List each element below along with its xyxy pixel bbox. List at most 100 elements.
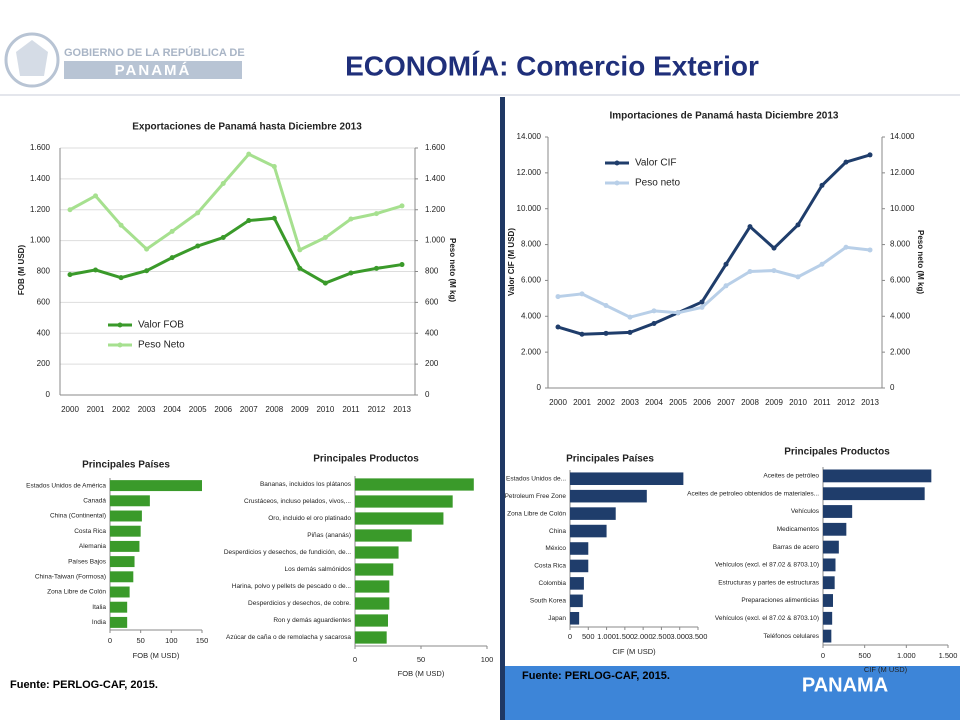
logo-box <box>64 61 242 79</box>
y-tick-label: 4.000 <box>521 311 542 320</box>
point <box>555 324 561 330</box>
point <box>322 280 328 286</box>
line-series <box>557 245 871 319</box>
point <box>747 224 753 230</box>
page-title: ECONOMÍA: Comercio Exterior <box>345 50 759 81</box>
x-axis-label: CIF (M USD) <box>864 665 908 674</box>
y2-tick-label: 1.600 <box>425 143 446 152</box>
bar <box>823 505 853 518</box>
y-tick-label: China (Continental) <box>50 513 106 520</box>
x-tick-label: 1.500 <box>615 632 634 641</box>
point <box>843 244 849 250</box>
point <box>699 299 705 305</box>
x-tick-label: 2004 <box>163 405 181 414</box>
point <box>843 159 849 165</box>
x-tick-label: 0 <box>568 632 572 641</box>
x-axis-label: FOB (M USD) <box>133 651 180 660</box>
y-tick-label: Oro, incluido el oro platinado <box>268 515 351 522</box>
point <box>144 246 150 252</box>
bar <box>570 611 580 625</box>
bar <box>355 512 444 525</box>
line-series <box>557 153 871 336</box>
x-tick-label: 2006 <box>693 398 711 407</box>
y-tick-label: Zona Libre de Colón <box>507 510 566 517</box>
bar <box>355 478 474 491</box>
x-tick-label: 2007 <box>240 405 258 414</box>
x-tick-label: 2008 <box>265 405 283 414</box>
y-tick-label: Zona Libre de Colón <box>47 589 106 596</box>
point <box>651 308 657 314</box>
chart-title: Importaciones de Panamá hasta Diciembre … <box>610 111 839 122</box>
x-tick-label: 2007 <box>717 398 735 407</box>
point <box>169 255 175 261</box>
bar <box>110 556 135 568</box>
y-tick-label: India <box>92 619 106 626</box>
y-tick-label: Desperdicios y desechos, de cobre. <box>248 600 351 607</box>
source: Fuente: PERLOG-CAF, 2015. <box>522 670 670 682</box>
x-tick-label: 2.500 <box>652 632 671 641</box>
y2-tick-label: 2.000 <box>890 347 911 356</box>
point <box>723 283 729 289</box>
y-tick-label: Canadá <box>83 498 106 505</box>
y-tick-label: Vehículos (excl. el 87.02 & 8703.10) <box>715 615 819 622</box>
y-tick-label: 6.000 <box>521 276 542 285</box>
point <box>555 294 561 300</box>
y-tick-label: Italia <box>92 604 106 611</box>
y-tick-label: 10.000 <box>517 204 542 213</box>
legend-marker <box>117 342 123 348</box>
brand: PANAMA <box>802 674 888 696</box>
x-tick-label: 2013 <box>393 405 411 414</box>
y-tick-label: Costa Rica <box>534 563 566 570</box>
y2-tick-label: 10.000 <box>890 204 915 213</box>
point <box>220 235 226 241</box>
bar <box>355 546 399 559</box>
point <box>144 268 150 274</box>
bar <box>570 524 607 538</box>
bar <box>110 601 128 613</box>
x-tick-label: 2004 <box>645 398 663 407</box>
x-axis-label: CIF (M USD) <box>612 647 656 656</box>
point <box>699 304 705 310</box>
y-tick-label: Aceites de petróleo <box>763 473 819 480</box>
logo-line2: PANAMÁ <box>115 62 192 79</box>
bar <box>823 594 833 607</box>
y-tick-label: 14.000 <box>517 132 542 141</box>
point <box>867 152 873 158</box>
x-tick-label: 2011 <box>342 405 360 414</box>
bar <box>570 472 684 486</box>
bar <box>570 577 584 590</box>
x-tick-label: 2010 <box>316 405 334 414</box>
x-tick-label: 2000 <box>61 405 79 414</box>
x-tick-label: 2012 <box>368 405 386 414</box>
y-tick-label: Petroleum Free Zone <box>505 493 567 500</box>
x-tick-label: 500 <box>582 632 595 641</box>
x-tick-label: 2008 <box>741 398 759 407</box>
y-tick-label: Ron y demás aguardientes <box>273 617 351 624</box>
x-tick-label: 2006 <box>214 405 232 414</box>
bar <box>355 563 394 576</box>
point <box>867 247 873 253</box>
chart-title: Principales Países <box>82 460 170 471</box>
brand-bar <box>505 666 960 720</box>
x-tick-label: 0 <box>108 636 112 645</box>
x-tick-label: 2010 <box>789 398 807 407</box>
y-tick-label: Aceites de petroleo obtenidos de materia… <box>687 490 819 497</box>
legend-marker <box>614 160 620 166</box>
point <box>93 193 99 199</box>
y2-tick-label: 0 <box>890 383 895 392</box>
x-tick-label: 2005 <box>189 405 207 414</box>
divider <box>500 97 505 720</box>
y2-tick-label: 1.000 <box>425 236 446 245</box>
x-tick-label: 2012 <box>837 398 855 407</box>
y-tick-label: 0 <box>46 390 51 399</box>
y-tick-label: 12.000 <box>517 168 542 177</box>
point <box>246 218 252 224</box>
x-axis-label: FOB (M USD) <box>398 669 445 678</box>
y2-tick-label: 600 <box>425 297 439 306</box>
bar <box>823 522 847 536</box>
bar <box>355 495 453 508</box>
x-tick-label: 100 <box>165 636 178 645</box>
point <box>627 314 633 320</box>
y-tick-label: South Korea <box>530 598 567 605</box>
